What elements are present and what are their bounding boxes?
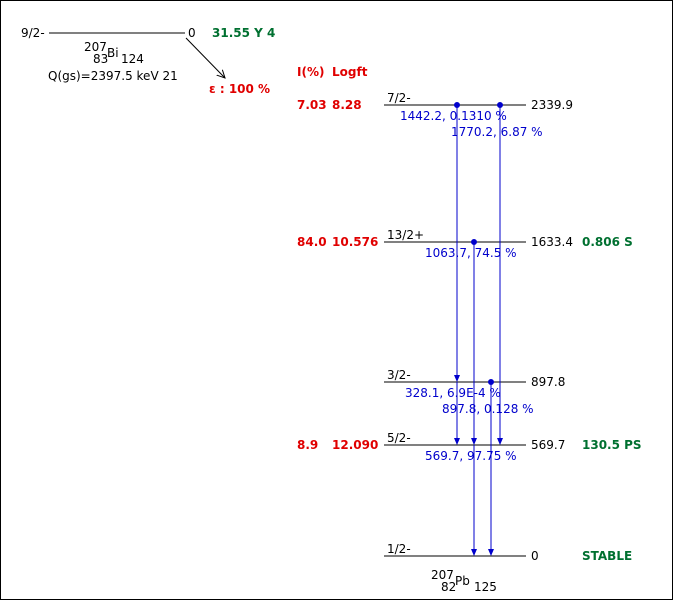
level-intensity-2339: 7.03 (297, 98, 327, 112)
daughter-symbol: Pb (455, 574, 470, 588)
level-logft-569: 12.090 (332, 438, 378, 452)
decay-arrow (185, 37, 225, 78)
parent-halflife: 31.55 Y 4 (212, 26, 275, 40)
logft-header: Logft (332, 65, 368, 79)
level-logft-1633: 10.576 (332, 235, 378, 249)
gamma-label-1063: 1063.7, 74.5 % (425, 246, 517, 260)
daughter-atomic-number: 82 (441, 580, 456, 594)
parent-neutron-number: 124 (121, 52, 144, 66)
gamma-label-1770: 1770.2, 6.87 % (451, 125, 543, 139)
daughter-neutron-number: 125 (474, 580, 497, 594)
level-logft-2339: 8.28 (332, 98, 362, 112)
level-halflife-1633: 0.806 S (582, 235, 633, 249)
parent-atomic-number: 83 (93, 52, 108, 66)
decay-mode-label: ε : 100 % (209, 82, 270, 96)
level-halflife-0: STABLE (582, 549, 632, 563)
parent-spin: 9/2- (21, 26, 45, 40)
gamma-label-569: 569.7, 97.75 % (425, 449, 517, 463)
intensity-header: I(%) (297, 65, 324, 79)
parent-energy: 0 (188, 26, 196, 40)
level-halflife-569: 130.5 PS (582, 438, 642, 452)
gamma-label-328: 328.1, 6.9E-4 % (405, 386, 501, 400)
parent-symbol: Bi (107, 46, 119, 60)
level-energy-1633: 1633.4 (531, 235, 573, 249)
level-spin-569: 5/2- (387, 431, 411, 445)
level-energy-0: 0 (531, 549, 539, 563)
level-energy-569: 569.7 (531, 438, 565, 452)
level-spin-0: 1/2- (387, 542, 411, 556)
level-energy-2339: 2339.9 (531, 98, 573, 112)
level-spin-2339: 7/2- (387, 91, 411, 105)
level-spin-1633: 13/2+ (387, 228, 424, 242)
level-spin-897: 3/2- (387, 368, 411, 382)
level-intensity-1633: 84.0 (297, 235, 327, 249)
q-value: Q(gs)=2397.5 keV 21 (48, 69, 178, 83)
parent-mass-number: 207 (84, 40, 107, 54)
level-intensity-569: 8.9 (297, 438, 318, 452)
gamma-label-897: 897.8, 0.128 % (442, 402, 534, 416)
level-energy-897: 897.8 (531, 375, 565, 389)
daughter-mass-number: 207 (431, 568, 454, 582)
gamma-label-1442: 1442.2, 0.1310 % (400, 109, 507, 123)
